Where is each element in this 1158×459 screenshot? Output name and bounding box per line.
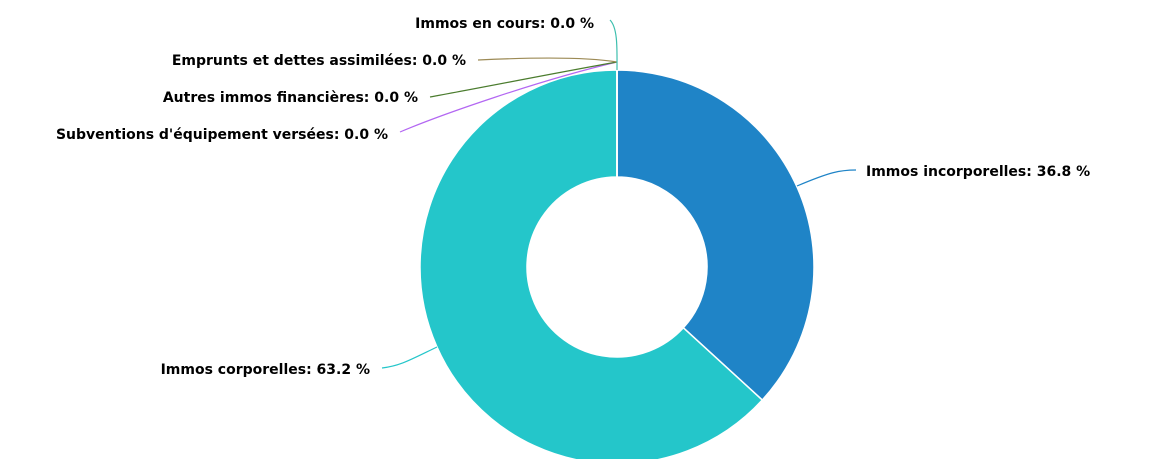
data-label: Immos corporelles: 63.2 %	[161, 362, 370, 378]
slice	[616, 69, 815, 402]
connector	[796, 169, 857, 187]
data-label: Autres immos financières: 0.0 %	[163, 90, 418, 106]
data-label: Emprunts et dettes assimilées: 0.0 %	[172, 53, 466, 69]
data-label: Immos en cours: 0.0 %	[415, 16, 594, 32]
connector	[399, 61, 618, 133]
data-label: Immos incorporelles: 36.8 %	[866, 164, 1090, 180]
connector	[381, 346, 438, 369]
connector	[477, 57, 618, 63]
slice	[419, 69, 764, 459]
data-label: Subventions d'équipement versées: 0.0 %	[56, 127, 388, 143]
connector	[609, 19, 618, 71]
connector	[429, 61, 618, 98]
